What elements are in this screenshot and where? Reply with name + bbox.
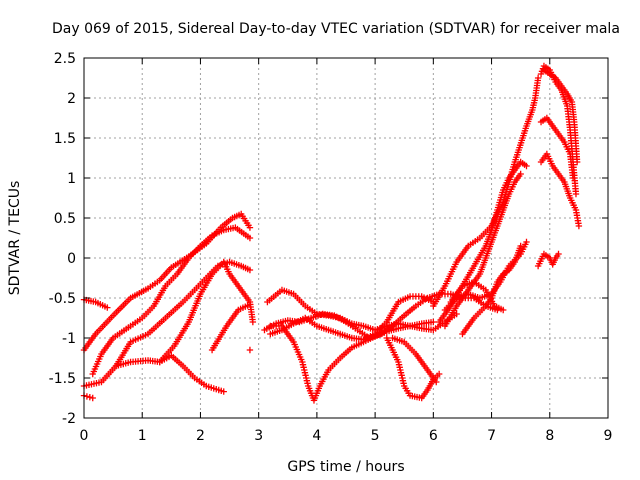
data-marks bbox=[80, 62, 583, 404]
data-point bbox=[500, 306, 507, 314]
series-arc-9 bbox=[246, 346, 254, 354]
data-point bbox=[246, 224, 254, 231]
data-point bbox=[246, 234, 254, 242]
x-axis-label: GPS time / hours bbox=[287, 459, 404, 475]
series-arc-7 bbox=[156, 258, 257, 366]
data-point bbox=[433, 378, 440, 386]
data-point bbox=[573, 158, 581, 166]
data-point bbox=[246, 301, 254, 308]
y-tick-label: -2 bbox=[62, 411, 76, 427]
chart-title: Day 069 of 2015, Sidereal Day-to-day VTE… bbox=[52, 21, 620, 37]
x-tick-label: 0 bbox=[80, 428, 89, 444]
series-arc-5 bbox=[80, 352, 227, 395]
series-arc-16 bbox=[430, 74, 542, 310]
data-point bbox=[89, 394, 96, 402]
series-arc-13 bbox=[267, 293, 437, 343]
x-tick-label: 6 bbox=[429, 428, 438, 444]
data-point bbox=[249, 318, 257, 326]
x-tick-label: 4 bbox=[312, 428, 321, 444]
x-tick-label: 2 bbox=[196, 428, 205, 444]
series-arc-20 bbox=[459, 242, 524, 338]
series-arc-14 bbox=[383, 334, 443, 402]
data-point bbox=[430, 318, 437, 326]
data-point bbox=[555, 250, 562, 258]
x-tick-label: 9 bbox=[604, 428, 613, 444]
series-arc-24 bbox=[537, 114, 577, 182]
data-point bbox=[517, 170, 524, 178]
data-point bbox=[104, 304, 111, 311]
y-tick-label: 1.5 bbox=[54, 131, 76, 147]
data-point bbox=[83, 393, 91, 400]
series-arc-26 bbox=[534, 250, 562, 270]
data-point bbox=[220, 388, 227, 395]
series-arc-3 bbox=[80, 296, 111, 311]
y-tick-label: 2 bbox=[67, 91, 76, 107]
x-tick-label: 8 bbox=[545, 428, 554, 444]
series-arc-25 bbox=[537, 150, 583, 230]
series-arc-15 bbox=[389, 334, 440, 386]
y-tick-label: -0.5 bbox=[49, 291, 76, 307]
series-arc-8 bbox=[208, 301, 254, 354]
data-point bbox=[575, 222, 583, 230]
plot-frame bbox=[83, 57, 609, 419]
y-tick-label: 0 bbox=[67, 251, 76, 267]
x-tick-label: 7 bbox=[487, 428, 496, 444]
x-tick-label: 1 bbox=[138, 428, 147, 444]
data-point bbox=[453, 310, 460, 318]
data-point bbox=[523, 162, 530, 170]
data-point bbox=[569, 174, 577, 182]
series-arc-6 bbox=[80, 392, 96, 402]
y-tick-label: 0.5 bbox=[54, 211, 76, 227]
y-axis-label: SDTVAR / TECUs bbox=[7, 181, 23, 296]
data-point bbox=[435, 370, 443, 378]
series-arc-12 bbox=[267, 318, 437, 404]
x-tick-label: 5 bbox=[371, 428, 380, 444]
data-point bbox=[523, 238, 530, 246]
series-arc-21 bbox=[447, 278, 507, 314]
series-arc-23 bbox=[540, 66, 581, 166]
data-point bbox=[246, 346, 254, 354]
y-tick-label: -1 bbox=[62, 331, 76, 347]
data-point bbox=[517, 242, 524, 250]
series-arc-2 bbox=[89, 224, 254, 378]
y-tick-label: 2.5 bbox=[54, 51, 76, 67]
data-point bbox=[86, 394, 94, 401]
y-tick-label: -1.5 bbox=[49, 371, 76, 387]
data-point bbox=[246, 266, 254, 274]
data-point bbox=[534, 74, 542, 82]
x-tick-label: 3 bbox=[254, 428, 263, 444]
y-tick-label: 1 bbox=[67, 171, 76, 187]
axis-ticks: 0 1 2 3 4 5 6 7 8 9 2.5 2 1.5 1 0.5 0 -0.5 -1 -1.5 -2 bbox=[49, 51, 613, 444]
data-point bbox=[572, 190, 580, 198]
